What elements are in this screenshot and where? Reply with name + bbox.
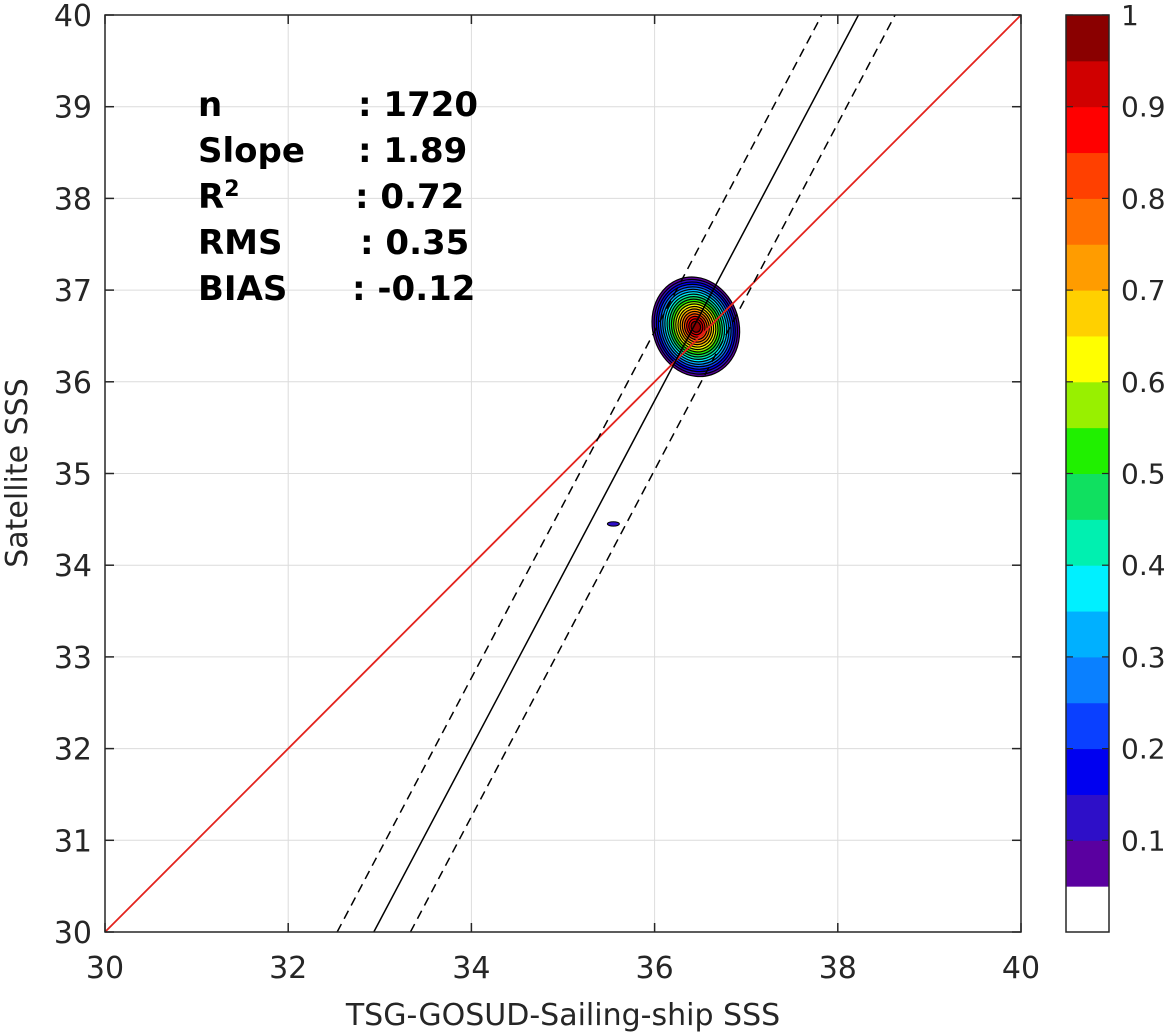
regression-bound-upper xyxy=(336,15,823,932)
colorbar-segment xyxy=(1066,381,1109,429)
stat-value: : 1720 xyxy=(358,85,478,125)
colorbar-tick-label: 0.6 xyxy=(1121,366,1166,399)
y-tick-label: 35 xyxy=(54,458,92,493)
colorbar-segment xyxy=(1066,60,1109,108)
x-axis-label: TSG-GOSUD-Sailing-ship SSS xyxy=(345,998,780,1033)
stat-value: : 1.89 xyxy=(358,131,467,171)
colorbar-segment xyxy=(1066,565,1109,612)
colorbar-segment xyxy=(1066,290,1109,337)
colorbar-segment xyxy=(1066,656,1109,704)
y-tick-label: 33 xyxy=(54,641,92,676)
colorbar-segment xyxy=(1066,15,1109,62)
colorbar-segment xyxy=(1066,152,1109,199)
density-level-19 xyxy=(690,320,702,333)
stat-value: : -0.12 xyxy=(352,269,475,309)
stat-value: : 0.35 xyxy=(360,223,469,263)
stat-label: Slope xyxy=(198,131,305,171)
axes: 30 32 34 36 38 40 30 31 32 33 34 35 36 37 38 39 40 xyxy=(54,0,1040,986)
x-tick-label: 30 xyxy=(86,951,124,986)
colorbar-segment xyxy=(1066,519,1109,566)
y-tick-label: 39 xyxy=(54,91,92,126)
fit-lines xyxy=(105,15,1021,932)
colorbar-tick-label: 0.7 xyxy=(1121,274,1166,307)
colorbar-segment xyxy=(1066,473,1109,520)
colorbar-tick-label: 0.8 xyxy=(1121,182,1166,215)
colorbar-segment xyxy=(1066,748,1109,795)
colorbar-tick-label: 0.2 xyxy=(1121,733,1166,766)
stat-label: RMS xyxy=(198,223,283,263)
colorbar-tick-label: 0.1 xyxy=(1121,824,1166,857)
outlier-density-blob xyxy=(606,521,620,527)
y-tick-label: 34 xyxy=(54,549,92,584)
x-tick-label: 38 xyxy=(819,951,857,986)
colorbar-segment xyxy=(1066,106,1109,154)
stat-label: n xyxy=(198,85,222,125)
colorbar-tick-label: 0.5 xyxy=(1121,458,1166,491)
x-tick-label: 36 xyxy=(636,951,674,986)
y-tick-label: 40 xyxy=(54,0,92,34)
colorbar-tick-label: 0.9 xyxy=(1121,91,1166,124)
colorbar-segment xyxy=(1066,840,1109,887)
y-tick-label: 30 xyxy=(54,916,92,951)
density-contours xyxy=(606,276,741,527)
colorbar-segment xyxy=(1066,886,1109,933)
x-tick-label: 40 xyxy=(1002,951,1040,986)
stat-value: : 0.72 xyxy=(355,177,464,217)
stat-label: BIAS xyxy=(198,269,287,309)
colorbar-tick-label: 1 xyxy=(1121,0,1139,32)
regression-bound-lower xyxy=(409,15,896,932)
colorbar-tick-label: 0.3 xyxy=(1121,641,1166,674)
y-tick-label: 38 xyxy=(54,182,92,217)
y-tick-label: 37 xyxy=(54,274,92,309)
colorbar-segment xyxy=(1066,335,1109,383)
regression-line xyxy=(373,15,860,932)
colorbar-segment xyxy=(1066,702,1109,750)
colorbar-segment xyxy=(1066,427,1109,474)
x-tick-label: 32 xyxy=(269,951,307,986)
y-tick-label: 32 xyxy=(54,733,92,768)
one-to-one-line xyxy=(105,15,1021,932)
y-axis-label: Satellite SSS xyxy=(0,378,35,568)
colorbar-tick-label: 0.4 xyxy=(1121,549,1166,582)
colorbar-segment xyxy=(1066,244,1109,291)
y-tick-label: 31 xyxy=(54,824,92,859)
colorbar: 1 0.9 0.8 0.7 0.6 0.5 0.4 0.3 0.2 0.1 xyxy=(1065,0,1166,933)
grid xyxy=(104,14,1022,933)
y-tick-label: 36 xyxy=(54,366,92,401)
colorbar-segment xyxy=(1066,794,1109,841)
colorbar-segment xyxy=(1066,198,1109,245)
colorbar-segment xyxy=(1066,611,1109,658)
x-tick-label: 34 xyxy=(452,951,490,986)
